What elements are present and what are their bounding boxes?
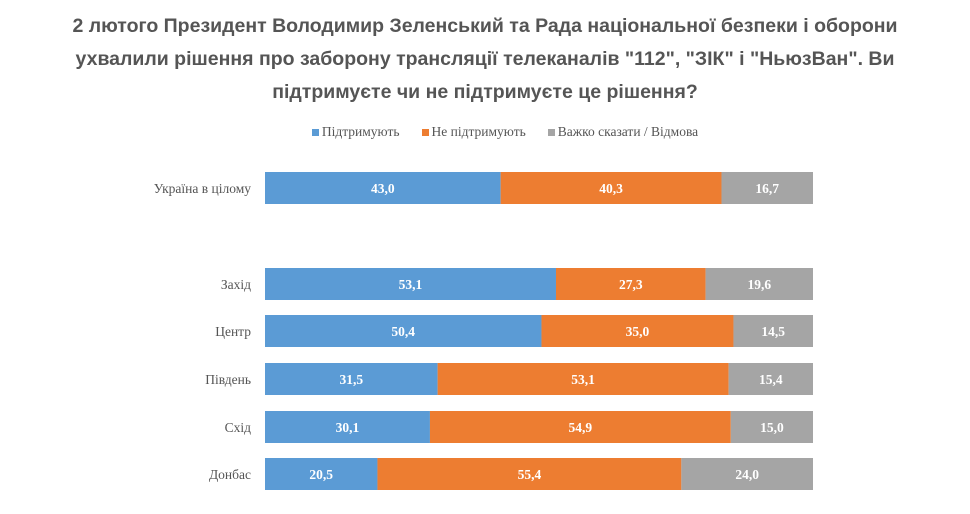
data-label: 15,0 [760,420,784,435]
bar-segment-support [265,315,542,347]
legend-label: Важко сказати / Відмова [557,124,699,139]
legend: Підтримують Не підтримують Важко сказати… [20,124,970,140]
bar-segment-support [265,363,438,395]
data-label: 54,9 [569,420,593,435]
data-label: 27,3 [619,277,643,292]
bar-segment-oppose [377,458,682,490]
category-label: Південь [205,372,251,387]
data-label: 50,4 [391,324,415,339]
bar-segment-oppose [429,411,731,443]
data-label: 31,5 [339,372,363,387]
legend-swatch [311,128,319,136]
data-label: 16,7 [755,181,779,196]
data-label: 20,5 [309,467,333,482]
legend-item-undecided: Важко сказати / Відмова [547,124,699,140]
data-label: 30,1 [336,420,360,435]
title-line: підтримуєте чи не підтримуєте це рішення… [272,81,698,103]
legend-swatch [421,128,429,136]
bar-segment-support [265,458,378,490]
bar-segment-support [265,172,501,204]
legend-item-oppose: Не підтримують [421,124,526,140]
chart-title: 2 лютого Президент Володимир Зеленський … [0,10,970,109]
data-label: 55,4 [518,467,542,482]
legend-item-support: Підтримують [311,124,400,140]
bar-segment-support [265,268,556,300]
legend-label: Не підтримують [431,124,526,139]
bar-segment-undecided [728,363,813,395]
title-line: 2 лютого Президент Володимир Зеленський … [72,15,898,37]
data-label: 53,1 [399,277,423,292]
bar-segment-oppose [555,268,706,300]
legend-label: Підтримують [321,124,400,139]
data-label: 15,4 [759,372,783,387]
data-label: 53,1 [571,372,595,387]
bar-segment-oppose [541,315,734,347]
data-label: 24,0 [735,467,759,482]
data-label: 14,5 [761,324,785,339]
title-line: ухвалили рішення про заборону трансляції… [75,48,895,70]
category-label: Донбас [209,467,251,482]
category-label: Схід [225,420,252,435]
data-label: 43,0 [371,181,395,196]
category-label: Захід [221,277,251,292]
bar-segment-undecided [730,411,813,443]
bar-segment-support [265,411,430,443]
bar-segment-undecided [721,172,813,204]
category-label: Центр [215,324,251,339]
legend-swatch [547,128,555,136]
data-label: 35,0 [626,324,650,339]
bar-segment-undecided [681,458,813,490]
bar-segment-oppose [437,363,729,395]
data-label: 40,3 [599,181,623,196]
bar-segment-oppose [500,172,722,204]
bar-segment-undecided [733,315,813,347]
category-label: Україна в цілому [154,181,252,196]
bar-segment-undecided [705,268,813,300]
data-label: 19,6 [747,277,771,292]
